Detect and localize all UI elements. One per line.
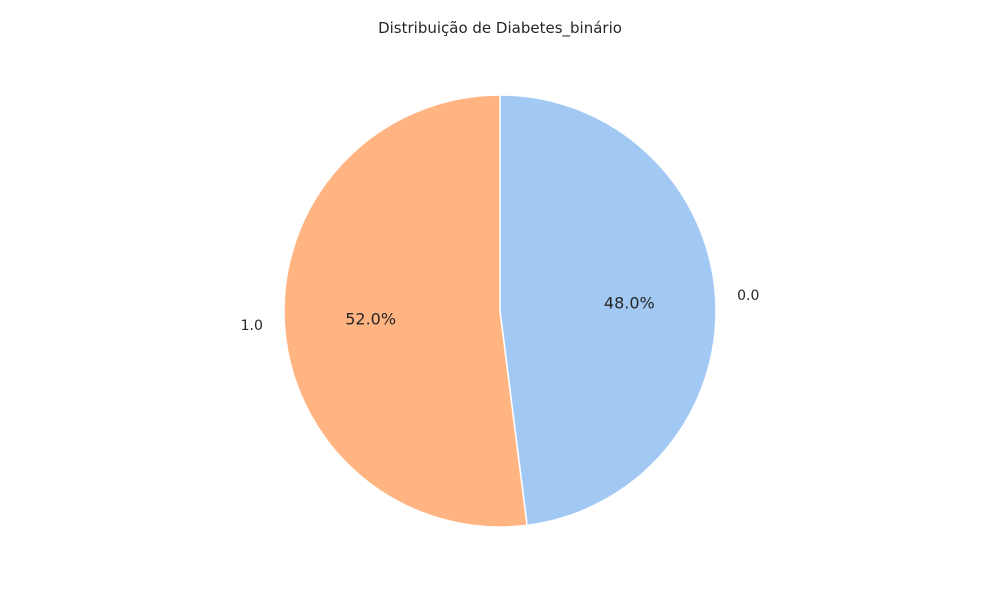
- pie-labels: 48.0% 0.0 52.0% 1.0: [241, 288, 760, 334]
- pie-slice-category-label: 1.0: [241, 318, 263, 334]
- chart-title: Distribuição de Diabetes_binário: [378, 19, 622, 38]
- pie-slice-percent-label: 48.0%: [604, 293, 655, 312]
- pie-slices: [283, 94, 717, 528]
- pie-slice-percent-label: 52.0%: [345, 310, 396, 329]
- pie-slice-1-0: [283, 94, 528, 528]
- pie-slice-category-label: 0.0: [737, 288, 759, 304]
- pie-slice-0-0: [499, 94, 717, 527]
